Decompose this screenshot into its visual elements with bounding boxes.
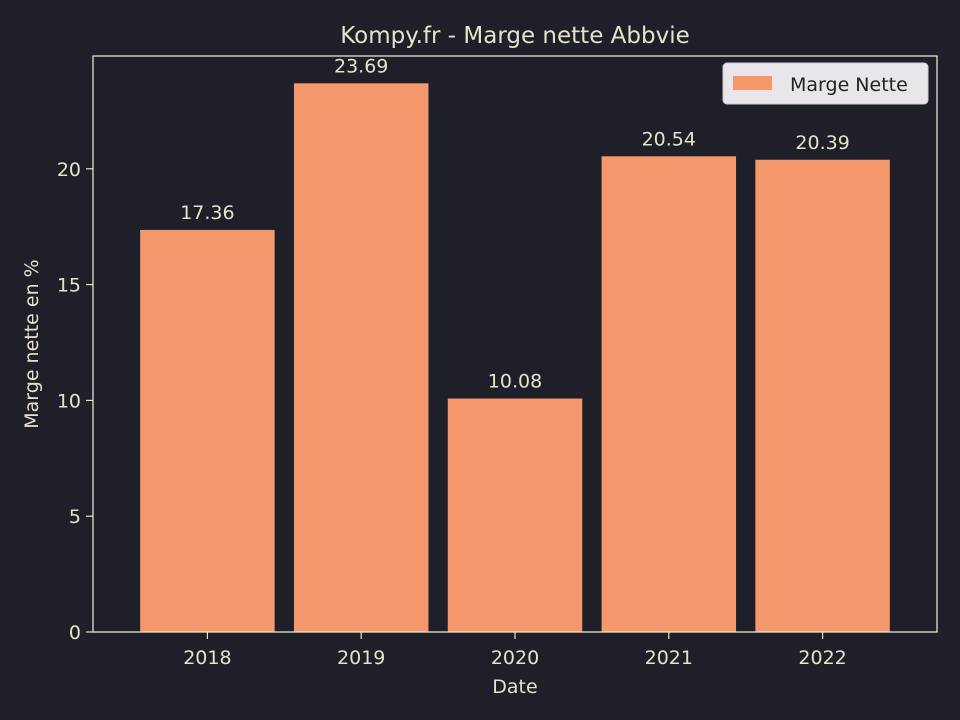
x-tick-label-2022: 2022 xyxy=(798,647,846,669)
data-label-2020: 10.08 xyxy=(488,371,542,393)
plot-area: 17.36 2018 23.69 2019 10.08 2020 20.54 2021 20.3… xyxy=(57,55,938,669)
bar-2021 xyxy=(601,156,737,633)
bar-2019 xyxy=(293,83,429,632)
x-tick-label-2020: 2020 xyxy=(491,647,539,669)
data-label-2022: 20.39 xyxy=(795,132,849,154)
bar-2018 xyxy=(140,229,275,632)
x-tick-label-2018: 2018 xyxy=(183,647,231,669)
x-tick-label-2021: 2021 xyxy=(645,647,693,669)
x-axis-label: Date xyxy=(492,676,537,698)
legend: Marge Nette xyxy=(722,62,929,105)
plot-frame xyxy=(92,55,938,633)
y-tick-label-10: 10 xyxy=(57,390,81,412)
legend-swatch xyxy=(733,76,772,90)
y-tick-label-20: 20 xyxy=(57,159,81,181)
chart-title: Kompy.fr - Marge nette Abbvie xyxy=(340,23,690,49)
x-tick-label-2019: 2019 xyxy=(337,647,385,669)
bar-2020 xyxy=(447,398,583,632)
legend-label: Marge Nette xyxy=(790,74,908,96)
y-axis-label: Marge nette en % xyxy=(21,259,43,429)
y-tick-label-0: 0 xyxy=(69,622,81,644)
data-label-2019: 23.69 xyxy=(334,55,388,77)
legend-box xyxy=(722,62,929,105)
y-tick-label-15: 15 xyxy=(57,275,81,297)
bar-2022 xyxy=(755,159,890,633)
y-tick-label-5: 5 xyxy=(69,506,81,528)
data-label-2018: 17.36 xyxy=(180,202,234,224)
data-label-2021: 20.54 xyxy=(642,128,696,150)
